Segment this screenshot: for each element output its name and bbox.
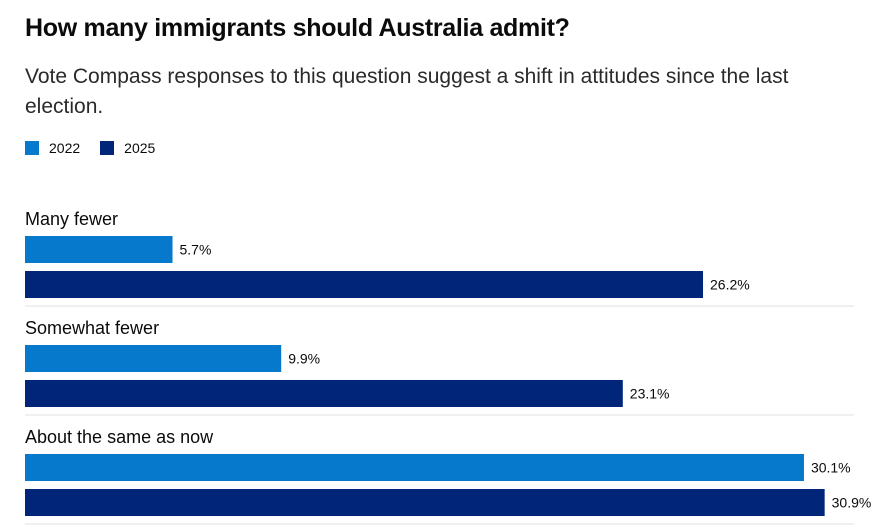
- legend-item-2025: 2025: [100, 140, 155, 156]
- value-label-about-the-same-as-now-2022: 30.1%: [811, 460, 851, 476]
- category-label-about-the-same-as-now: About the same as now: [25, 427, 214, 447]
- legend-item-2022: 2022: [25, 140, 80, 156]
- legend: 2022 2025: [25, 140, 175, 156]
- legend-label-2022: 2022: [49, 140, 81, 156]
- bar-about-the-same-as-now-2025: [25, 489, 825, 516]
- value-label-many-fewer-2025: 26.2%: [710, 277, 750, 293]
- value-label-somewhat-fewer-2022: 9.9%: [288, 351, 320, 367]
- bar-about-the-same-as-now-2022: [25, 454, 804, 481]
- legend-swatch-2022: [25, 141, 39, 155]
- value-label-many-fewer-2022: 5.7%: [180, 242, 212, 258]
- value-label-about-the-same-as-now-2025: 30.9%: [832, 495, 872, 511]
- legend-swatch-2025: [100, 141, 115, 155]
- bar-many-fewer-2025: [25, 271, 704, 298]
- chart-title: How many immigrants should Australia adm…: [25, 14, 570, 42]
- bar-somewhat-fewer-2025: [25, 380, 623, 407]
- category-label-many-fewer: Many fewer: [25, 209, 118, 229]
- category-label-somewhat-fewer: Somewhat fewer: [25, 318, 159, 338]
- bar-many-fewer-2022: [25, 236, 173, 263]
- chart-subtitle: Vote Compass responses to this question …: [25, 65, 789, 118]
- value-label-somewhat-fewer-2025: 23.1%: [630, 386, 670, 402]
- legend-label-2025: 2025: [124, 140, 156, 156]
- bar-somewhat-fewer-2022: [25, 345, 282, 372]
